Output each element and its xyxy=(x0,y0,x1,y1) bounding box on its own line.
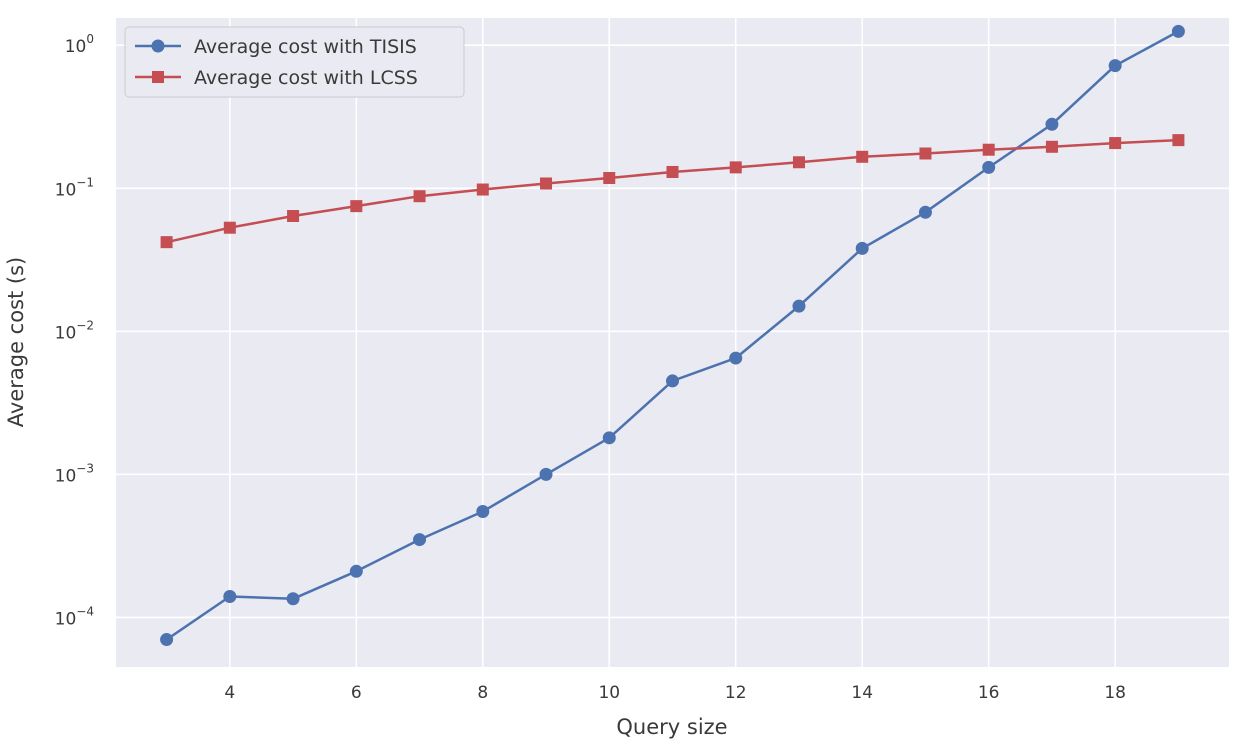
data-point-lcss xyxy=(1045,140,1058,153)
data-point-lcss xyxy=(540,177,553,190)
legend: Average cost with TISIS Average cost wit… xyxy=(124,26,465,98)
data-point-tisis xyxy=(160,633,174,647)
data-point-tisis xyxy=(666,374,679,388)
data-point-lcss xyxy=(792,156,805,169)
data-point-tisis xyxy=(286,592,300,606)
data-point-tisis xyxy=(602,431,616,445)
data-point-lcss xyxy=(476,183,489,196)
data-point-tisis xyxy=(1108,59,1122,73)
data-point-lcss xyxy=(287,209,300,222)
y-tick-label: 10−3 xyxy=(55,461,94,486)
data-point-lcss xyxy=(856,150,869,163)
data-point-lcss xyxy=(223,221,236,234)
y-tick-label: 100 xyxy=(65,32,94,57)
legend-label-lcss: Average cost with LCSS xyxy=(194,67,418,89)
data-point-tisis xyxy=(918,205,932,219)
y-tick-label: 10−2 xyxy=(55,318,94,343)
x-tick-label: 18 xyxy=(1104,683,1126,703)
data-point-lcss xyxy=(350,200,363,213)
series-lcss xyxy=(160,134,1185,249)
data-point-tisis xyxy=(1171,24,1185,38)
x-tick-label: 12 xyxy=(725,683,747,703)
y-tick-label: 10−4 xyxy=(55,604,94,629)
y-tick-labels: 100 10−1 10−2 10−3 10−4 xyxy=(55,32,94,629)
data-point-lcss xyxy=(982,143,995,156)
x-axis-title: Query size xyxy=(616,715,727,739)
x-tick-label: 6 xyxy=(351,683,362,703)
data-point-tisis xyxy=(539,467,553,481)
x-tick-label: 10 xyxy=(598,683,620,703)
data-point-tisis xyxy=(792,299,806,313)
data-point-tisis xyxy=(729,351,743,365)
data-point-tisis xyxy=(476,504,490,518)
x-tick-label: 16 xyxy=(978,683,1000,703)
x-tick-labels: 4 6 8 10 12 14 16 18 xyxy=(224,683,1126,703)
data-point-lcss xyxy=(603,171,616,184)
data-point-lcss xyxy=(666,165,679,178)
data-point-lcss xyxy=(1172,134,1185,147)
series-layer xyxy=(160,24,1185,647)
series-tisis xyxy=(160,24,1185,647)
legend-box xyxy=(124,26,465,98)
plot-area xyxy=(116,18,1229,667)
data-point-lcss xyxy=(160,236,173,249)
legend-label-tisis: Average cost with TISIS xyxy=(194,36,417,58)
data-point-tisis xyxy=(349,564,363,578)
data-point-tisis xyxy=(982,160,996,174)
data-point-lcss xyxy=(729,161,742,174)
data-point-lcss xyxy=(1109,137,1122,150)
legend-marker-lcss xyxy=(152,71,164,83)
data-point-tisis xyxy=(1045,117,1059,131)
data-point-tisis xyxy=(413,533,427,547)
x-tick-label: 8 xyxy=(477,683,488,703)
data-point-tisis xyxy=(855,241,869,255)
x-tick-label: 4 xyxy=(224,683,235,703)
data-point-tisis xyxy=(223,589,237,603)
data-point-lcss xyxy=(919,147,932,160)
legend-marker-tisis xyxy=(151,39,165,53)
data-point-lcss xyxy=(413,190,426,203)
y-tick-label: 10−1 xyxy=(55,175,94,200)
y-axis-title: Average cost (s) xyxy=(4,257,28,427)
x-tick-label: 14 xyxy=(851,683,873,703)
